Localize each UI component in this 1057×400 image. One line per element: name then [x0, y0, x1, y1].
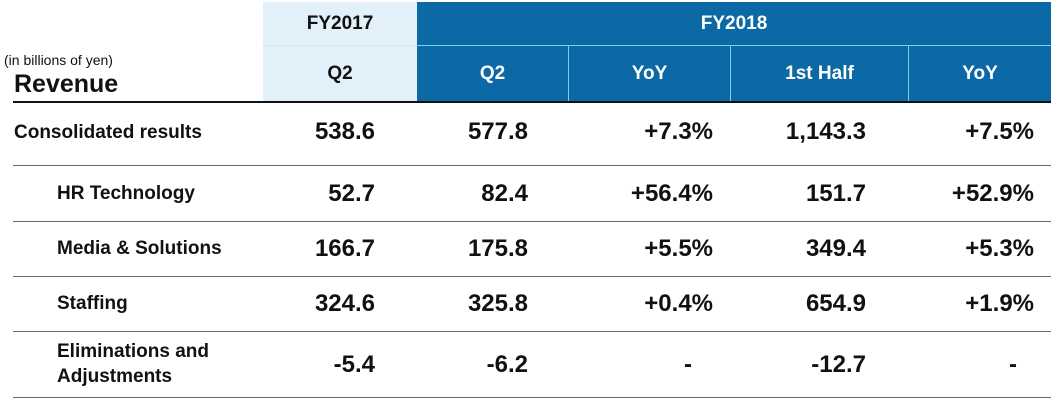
cell-q2-yoy: +5.5% [644, 235, 713, 262]
header-group-fy2018: FY2018 [700, 12, 768, 34]
cell-fy2017-q2: 166.7 [314, 235, 375, 262]
column-header-fy2017-q2: Q2 [327, 62, 353, 84]
column-header-1st-half: 1st Half [785, 62, 854, 84]
cell-1st-half: 349.4 [805, 235, 866, 262]
cell-fy2018-q2: 577.8 [467, 118, 528, 145]
cell-half-yoy: +7.5% [965, 118, 1034, 145]
header-divider [730, 46, 731, 101]
row-label-line-2: Adjustments [57, 366, 173, 387]
column-header-q2-yoy: YoY [631, 62, 668, 84]
row-divider [13, 331, 1051, 332]
cell-fy2017-q2: 324.6 [314, 290, 375, 317]
header-divider [908, 46, 909, 101]
cell-fy2018-q2: 175.8 [467, 235, 528, 262]
row-divider [13, 276, 1051, 277]
cell-half-yoy: +1.9% [965, 290, 1034, 317]
header-split-line-light [263, 45, 417, 46]
row-label: Media & Solutions [57, 238, 222, 259]
cell-q2-yoy: +56.4% [630, 180, 713, 207]
row-label: Staffing [57, 293, 128, 314]
cell-half-yoy: +52.9% [951, 180, 1034, 207]
cell-fy2017-q2: 52.7 [328, 180, 375, 207]
header-group-fy2017: FY2017 [306, 12, 374, 34]
fy2017-header-bg [263, 2, 417, 101]
cell-q2-yoy: +7.3% [644, 118, 713, 145]
row-divider [13, 397, 1051, 398]
header-bottom-line [13, 101, 1051, 103]
fy2018-header-bg [417, 2, 1051, 101]
header-split-line [417, 45, 1051, 46]
cell-1st-half: -12.7 [811, 351, 866, 378]
cell-fy2018-q2: 82.4 [481, 180, 528, 207]
cell-fy2017-q2: -5.4 [333, 351, 375, 378]
row-divider [13, 221, 1051, 222]
cell-fy2018-q2: -6.2 [486, 351, 528, 378]
table-title: Revenue [14, 70, 119, 98]
cell-fy2018-q2: 325.8 [467, 290, 528, 317]
cell-q2-yoy: +0.4% [644, 290, 713, 317]
row-label: HR Technology [57, 183, 195, 204]
cell-1st-half: 151.7 [805, 180, 866, 207]
cell-1st-half: 654.9 [805, 290, 866, 317]
column-header-fy2018-q2: Q2 [479, 62, 506, 84]
row-label-line-1: Eliminations and [57, 341, 210, 362]
cell-fy2017-q2: 538.6 [314, 118, 375, 145]
cell-1st-half: 1,143.3 [785, 118, 866, 145]
cell-half-yoy: - [1009, 351, 1017, 378]
row-label: Consolidated results [14, 122, 202, 143]
unit-note: (in billions of yen) [4, 52, 113, 68]
cell-half-yoy: +5.3% [965, 235, 1034, 262]
row-divider [13, 165, 1051, 166]
cell-q2-yoy: - [684, 351, 692, 378]
column-header-half-yoy: YoY [962, 62, 998, 84]
header-divider [568, 46, 569, 101]
